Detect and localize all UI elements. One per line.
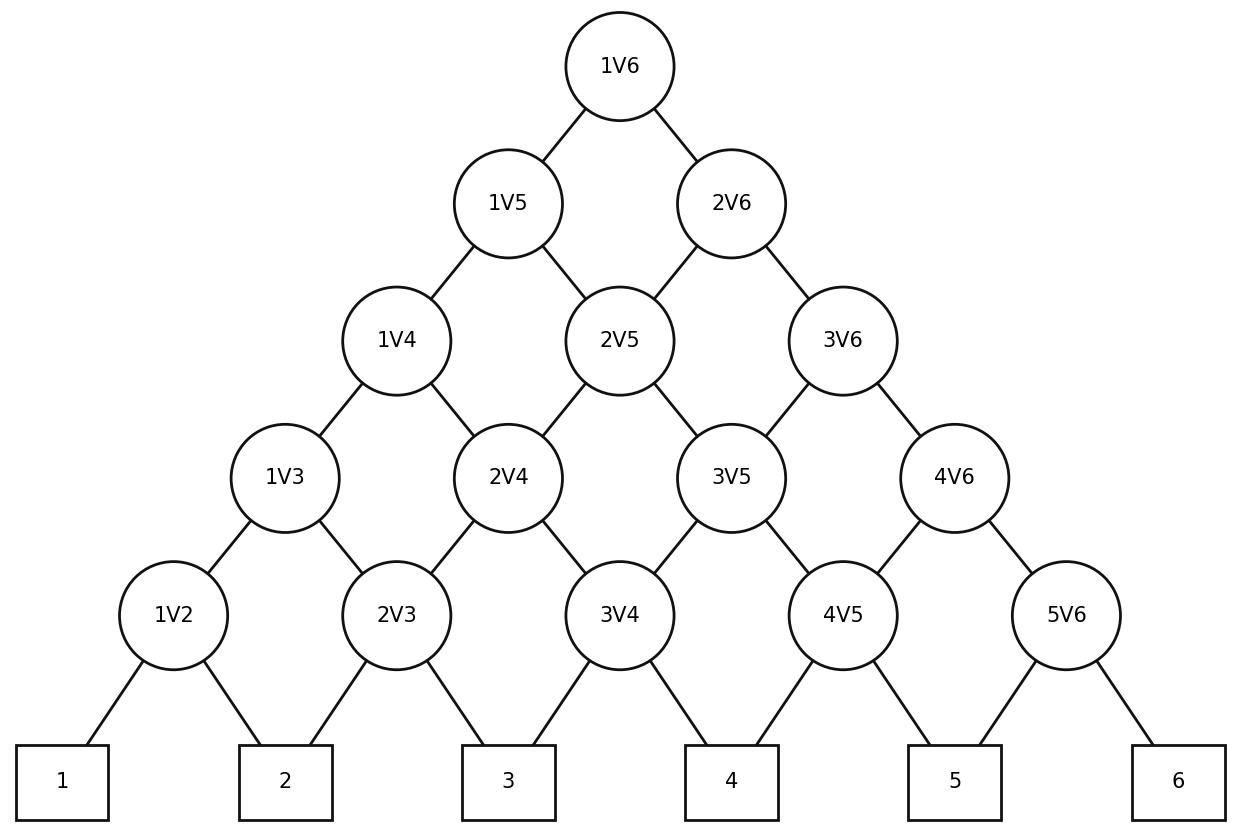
Text: 2V6: 2V6 bbox=[712, 194, 751, 214]
Bar bbox=[686, 745, 779, 820]
Bar bbox=[1131, 745, 1225, 820]
Bar bbox=[238, 745, 331, 820]
Text: 5: 5 bbox=[949, 772, 961, 792]
Text: 1V2: 1V2 bbox=[154, 606, 193, 626]
Text: 5V6: 5V6 bbox=[1047, 606, 1086, 626]
Ellipse shape bbox=[119, 562, 228, 670]
Text: 1V4: 1V4 bbox=[377, 331, 417, 351]
Text: 2V3: 2V3 bbox=[377, 606, 417, 626]
Ellipse shape bbox=[565, 287, 675, 395]
Text: 1: 1 bbox=[56, 772, 68, 792]
Text: 2V5: 2V5 bbox=[600, 331, 640, 351]
Ellipse shape bbox=[1012, 562, 1121, 670]
Ellipse shape bbox=[565, 562, 675, 670]
Ellipse shape bbox=[789, 562, 898, 670]
Text: 4V5: 4V5 bbox=[823, 606, 863, 626]
Text: 4: 4 bbox=[725, 772, 738, 792]
Text: 1V6: 1V6 bbox=[600, 57, 640, 77]
Text: 2: 2 bbox=[279, 772, 291, 792]
Bar bbox=[461, 745, 556, 820]
Ellipse shape bbox=[454, 424, 563, 532]
Text: 4V6: 4V6 bbox=[935, 468, 975, 488]
Ellipse shape bbox=[900, 424, 1009, 532]
Ellipse shape bbox=[565, 12, 675, 121]
Ellipse shape bbox=[454, 150, 563, 258]
Bar bbox=[16, 745, 109, 820]
Ellipse shape bbox=[342, 562, 451, 670]
Ellipse shape bbox=[677, 424, 786, 532]
Text: 3V6: 3V6 bbox=[823, 331, 863, 351]
Ellipse shape bbox=[789, 287, 898, 395]
Ellipse shape bbox=[342, 287, 451, 395]
Text: 1V3: 1V3 bbox=[265, 468, 305, 488]
Text: 1V5: 1V5 bbox=[489, 194, 528, 214]
Text: 3V4: 3V4 bbox=[600, 606, 640, 626]
Text: 3V5: 3V5 bbox=[712, 468, 751, 488]
Ellipse shape bbox=[231, 424, 340, 532]
Text: 3: 3 bbox=[502, 772, 515, 792]
Text: 6: 6 bbox=[1172, 772, 1184, 792]
Text: 2V4: 2V4 bbox=[489, 468, 528, 488]
Bar bbox=[908, 745, 1002, 820]
Ellipse shape bbox=[677, 150, 786, 258]
